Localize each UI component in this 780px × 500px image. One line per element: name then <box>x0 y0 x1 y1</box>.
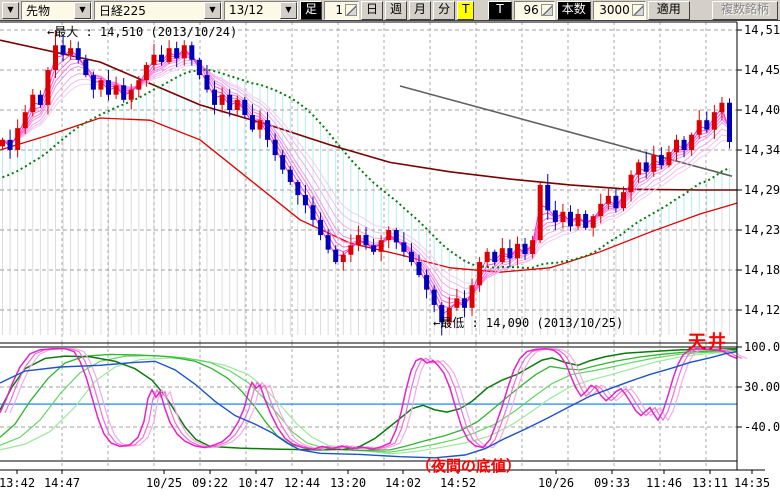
svg-text:14:02: 14:02 <box>385 476 421 490</box>
period-minute-button[interactable]: 分 <box>433 0 456 20</box>
t-mode-button[interactable]: T <box>488 0 512 20</box>
svg-text:12:44: 12:44 <box>284 476 320 490</box>
svg-text:13:42: 13:42 <box>0 476 35 490</box>
interval-stepper[interactable]: 1 <box>324 0 360 20</box>
spinner-icon[interactable] <box>345 4 358 16</box>
svg-text:09:22: 09:22 <box>192 476 228 490</box>
svg-text:14:35: 14:35 <box>734 476 770 490</box>
symbol-combo[interactable]: 日経225 ▼ <box>94 0 222 20</box>
multi-symbol-button[interactable]: 複数銘柄 <box>711 0 778 20</box>
bars-count-stepper[interactable]: 3000 <box>592 0 646 20</box>
svg-text:-40.00: -40.00 <box>744 420 780 434</box>
period-week-button[interactable]: 週 <box>385 0 408 20</box>
chevron-down-icon[interactable]: ▼ <box>204 1 221 19</box>
ashi-button[interactable]: 足 <box>300 0 323 20</box>
svg-text:14:52: 14:52 <box>440 476 476 490</box>
svg-text:30.00: 30.00 <box>744 380 780 394</box>
svg-text:14,345: 14,345 <box>744 143 780 157</box>
asset-class-combo[interactable]: 先物 ▼ <box>21 0 92 20</box>
asset-class-value: 先物 <box>26 3 51 18</box>
apply-button[interactable]: 適用 <box>647 0 690 20</box>
svg-text:11:46: 11:46 <box>646 476 682 490</box>
t-count-value: 96 <box>523 3 539 17</box>
tick-button[interactable]: T <box>457 0 475 20</box>
svg-text:14,235: 14,235 <box>744 223 780 237</box>
svg-text:13:11: 13:11 <box>692 476 728 490</box>
svg-text:10/26: 10/26 <box>538 476 574 490</box>
svg-text:09:33: 09:33 <box>594 476 630 490</box>
interval-value: 1 <box>335 3 344 17</box>
chart-frame <box>0 21 765 471</box>
price-axis-labels: 14,510 14,455 14,400 14,345 14,290 14,235 14,1… <box>737 23 780 434</box>
svg-text:10/25: 10/25 <box>146 476 182 490</box>
svg-text:100.00: 100.00 <box>744 340 780 354</box>
svg-text:14:47: 14:47 <box>44 476 80 490</box>
time-axis-labels: 13:42 14:47 10/25 09:22 10:47 12:44 13:20 14:02… <box>0 470 770 490</box>
oscillator-lines <box>0 347 748 459</box>
svg-text:14,510: 14,510 <box>744 23 780 37</box>
svg-text:14,400: 14,400 <box>744 103 780 117</box>
svg-text:14,455: 14,455 <box>744 63 780 77</box>
symbol-value: 日経225 <box>99 3 146 18</box>
min-price-annotation: ←最低 : 14,090 (2013/10/25) <box>433 316 624 330</box>
svg-text:10:47: 10:47 <box>238 476 274 490</box>
chevron-down-icon[interactable]: ▼ <box>280 1 297 19</box>
night-bottom-annotation: （夜間の底値） <box>416 457 522 475</box>
period-day-button[interactable]: 日 <box>361 0 384 20</box>
svg-text:13:20: 13:20 <box>330 476 366 490</box>
period-month-button[interactable]: 月 <box>409 0 432 20</box>
spinner-icon[interactable] <box>631 4 644 16</box>
svg-text:14,125: 14,125 <box>744 303 780 317</box>
bars-count-value: 3000 <box>599 3 630 17</box>
ceiling-annotation: 天井 <box>688 332 728 353</box>
chevron-down-icon[interactable]: ▼ <box>74 1 91 19</box>
max-price-annotation: ←最大 : 14,510 (2013/10/24) <box>47 25 238 39</box>
candles <box>0 30 733 336</box>
t-count-stepper[interactable]: 96 <box>513 0 555 20</box>
combo-arrow-icon[interactable]: ▼ <box>2 1 19 19</box>
svg-text:14,180: 14,180 <box>744 263 780 277</box>
contract-combo[interactable]: 13/12 ▼ <box>224 0 298 20</box>
bars-label: 本数 <box>556 0 591 20</box>
toolbar: ▼ 先物 ▼ 日経225 ▼ 13/12 ▼ 足 1 日 週 月 分 T T 9… <box>0 0 780 21</box>
contract-value: 13/12 <box>229 3 264 17</box>
green-dotted-ma <box>2 68 730 269</box>
gridlines <box>0 22 737 470</box>
svg-text:14,290: 14,290 <box>744 183 780 197</box>
spinner-icon[interactable] <box>540 4 553 16</box>
